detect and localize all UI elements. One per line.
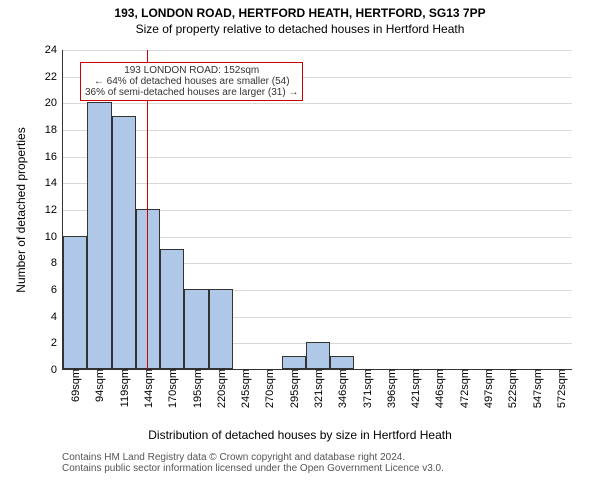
histogram-bar — [282, 356, 306, 369]
chart-subtitle: Size of property relative to detached ho… — [0, 22, 600, 36]
grid-line — [63, 130, 572, 131]
x-tick-label: 94sqm — [92, 369, 106, 402]
x-tick-label: 245sqm — [238, 369, 252, 408]
x-tick-label: 295sqm — [287, 369, 301, 408]
annotation-line-1: 193 LONDON ROAD: 152sqm — [85, 65, 298, 76]
histogram-bar — [63, 236, 87, 369]
y-tick-label: 4 — [51, 311, 63, 323]
x-tick-label: 472sqm — [457, 369, 471, 408]
x-tick-label: 522sqm — [505, 369, 519, 408]
histogram-bar — [160, 249, 184, 369]
x-tick-label: 144sqm — [141, 369, 155, 408]
footer-attribution: Contains HM Land Registry data © Crown c… — [62, 452, 444, 474]
x-tick-label: 572sqm — [554, 369, 568, 408]
x-tick-label: 195sqm — [190, 369, 204, 408]
y-tick-label: 24 — [45, 44, 63, 56]
annotation-line-2: ← 64% of detached houses are smaller (54… — [85, 76, 298, 87]
y-tick-label: 8 — [51, 257, 63, 269]
histogram-bar — [112, 116, 136, 369]
y-tick-label: 22 — [45, 71, 63, 83]
annotation-box: 193 LONDON ROAD: 152sqm ← 64% of detache… — [80, 62, 303, 101]
y-tick-label: 16 — [45, 151, 63, 163]
histogram-bar — [87, 102, 111, 369]
annotation-line-3: 36% of semi-detached houses are larger (… — [85, 87, 298, 98]
y-tick-label: 12 — [45, 204, 63, 216]
footer-line-1: Contains HM Land Registry data © Crown c… — [62, 452, 444, 463]
footer-line-2: Contains public sector information licen… — [62, 463, 444, 474]
x-tick-label: 170sqm — [165, 369, 179, 408]
y-tick-label: 20 — [45, 97, 63, 109]
y-tick-label: 6 — [51, 284, 63, 296]
x-tick-label: 119sqm — [117, 369, 131, 407]
x-tick-label: 446sqm — [432, 369, 446, 408]
chart-title: 193, LONDON ROAD, HERTFORD HEATH, HERTFO… — [0, 6, 600, 20]
histogram-bar — [184, 289, 208, 369]
x-tick-label: 220sqm — [214, 369, 228, 408]
y-tick-label: 10 — [45, 231, 63, 243]
histogram-bar — [330, 356, 354, 369]
grid-line — [63, 103, 572, 104]
x-tick-label: 321sqm — [311, 369, 325, 408]
x-tick-label: 346sqm — [335, 369, 349, 408]
histogram-bar — [209, 289, 233, 369]
y-tick-label: 18 — [45, 124, 63, 136]
x-tick-label: 371sqm — [360, 369, 374, 408]
x-tick-label: 421sqm — [408, 369, 422, 408]
grid-line — [63, 50, 572, 51]
y-axis-label: Number of detached properties — [14, 50, 28, 370]
x-tick-label: 396sqm — [384, 369, 398, 408]
histogram-bar — [306, 342, 330, 369]
x-tick-label: 547sqm — [530, 369, 544, 408]
x-tick-label: 69sqm — [68, 369, 82, 402]
histogram-bar — [136, 209, 160, 369]
y-tick-label: 14 — [45, 177, 63, 189]
x-axis-label: Distribution of detached houses by size … — [0, 428, 600, 442]
x-tick-label: 497sqm — [481, 369, 495, 408]
grid-line — [63, 157, 572, 158]
grid-line — [63, 183, 572, 184]
y-tick-label: 0 — [51, 364, 63, 376]
y-tick-label: 2 — [51, 337, 63, 349]
x-tick-label: 270sqm — [262, 369, 276, 408]
